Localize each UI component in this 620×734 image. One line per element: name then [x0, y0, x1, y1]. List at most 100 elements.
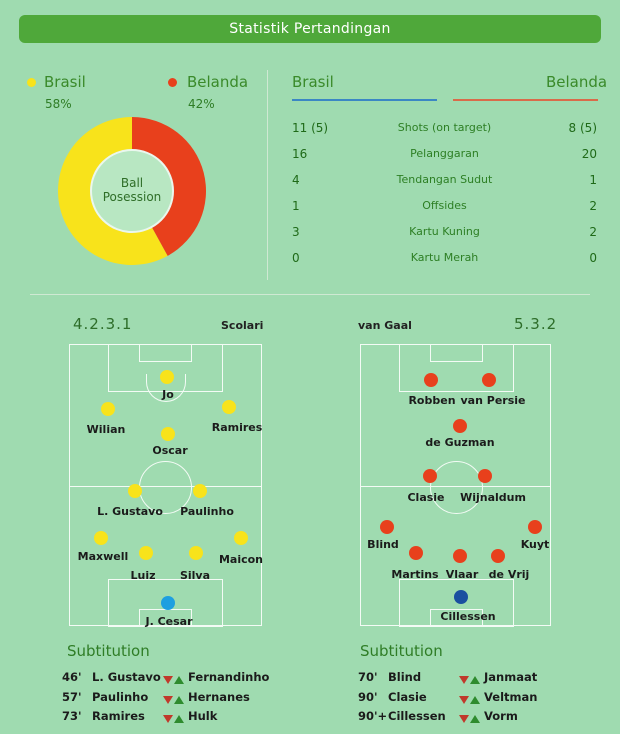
away-coach: van Gaal: [358, 319, 412, 332]
donut-label-text: Ball Posession: [102, 176, 162, 204]
home-player-marker: [161, 427, 175, 441]
sub-minute: 73': [62, 709, 82, 723]
away-player-name: de Vrij: [488, 568, 530, 581]
stat-label: Kartu Kuning: [409, 225, 480, 238]
stat-label: Pelanggaran: [410, 147, 479, 160]
page-title: Statistik Pertandingan: [19, 15, 601, 43]
sub-arrows: [459, 673, 480, 687]
sub-arrows: [459, 712, 480, 726]
home-player-marker: [160, 370, 174, 384]
away-underline: [453, 99, 598, 101]
belanda-color-dot: [168, 78, 177, 87]
sub-minute: 57': [62, 690, 82, 704]
home-player-name: Oscar: [152, 444, 188, 457]
home-player-name: Ramires: [211, 421, 263, 434]
stat-label: Shots (on target): [397, 121, 492, 134]
away-player-marker: [409, 546, 423, 560]
away-player-marker: [491, 549, 505, 563]
stat-label: Offsides: [422, 199, 467, 212]
sub-arrows: [459, 693, 480, 707]
sub-out-icon: [163, 696, 173, 704]
sub-in-icon: [174, 715, 184, 723]
section-divider-horizontal: [30, 294, 590, 295]
stat-label: Tendangan Sudut: [396, 173, 493, 186]
home-player-name: J. Cesar: [145, 615, 193, 628]
home-goalkeeper-marker: [161, 596, 175, 610]
home-player-marker: [193, 484, 207, 498]
sub-arrows: [163, 673, 184, 687]
section-divider-vertical: [267, 70, 268, 280]
home-team-name: Brasil: [44, 73, 86, 91]
substitution-row: 90' Clasie Veltman: [358, 690, 598, 706]
stat-away-value: 2: [589, 199, 597, 213]
sub-out-icon: [163, 676, 173, 684]
stat-home-value: 3: [292, 225, 300, 239]
home-player-marker: [139, 546, 153, 560]
player-out: Paulinho: [92, 690, 149, 704]
home-player-marker: [128, 484, 142, 498]
stat-row: 11 (5) Shots (on target) 8 (5): [292, 121, 597, 137]
stat-home-value: 4: [292, 173, 300, 187]
stat-row: 16 Pelanggaran 20: [292, 147, 597, 163]
away-player-name: Martins: [391, 568, 439, 581]
stat-row: 0 Kartu Merah 0: [292, 251, 597, 267]
brasil-color-dot: [27, 78, 36, 87]
player-in: Hulk: [188, 709, 218, 723]
away-player-name: van Persie: [460, 394, 526, 407]
sub-in-icon: [470, 715, 480, 723]
sub-in-icon: [174, 676, 184, 684]
home-underline: [292, 99, 437, 101]
stat-away-value: 2: [589, 225, 597, 239]
home-substitution-title: Subtitution: [67, 642, 150, 660]
away-possession: 42%: [188, 97, 215, 111]
away-player-marker: [424, 373, 438, 387]
home-player-marker: [101, 402, 115, 416]
away-team-name: Belanda: [187, 73, 249, 91]
away-player-name: Cillessen: [440, 610, 496, 623]
sub-out-icon: [163, 715, 173, 723]
sub-minute: 70': [358, 670, 378, 684]
home-player-marker: [234, 531, 248, 545]
stat-away-value: 20: [581, 147, 597, 161]
home-player-name: Maicon: [218, 553, 264, 566]
home-player-name: Silva: [179, 569, 211, 582]
stats-away-header: Belanda: [546, 73, 608, 91]
substitution-row: 90'+ Cillessen Vorm: [358, 709, 598, 725]
home-player-marker: [94, 531, 108, 545]
sub-arrows: [163, 693, 184, 707]
away-player-marker: [423, 469, 437, 483]
home-formation: 4.2.3.1: [73, 315, 133, 333]
stat-row: 4 Tendangan Sudut 1: [292, 173, 597, 189]
home-possession: 58%: [45, 97, 72, 111]
stat-away-value: 8 (5): [568, 121, 597, 135]
stat-away-value: 0: [589, 251, 597, 265]
away-player-name: Wijnaldum: [460, 491, 526, 504]
sub-in-icon: [470, 696, 480, 704]
player-out: L. Gustavo: [92, 670, 161, 684]
player-out: Ramires: [92, 709, 145, 723]
away-player-marker: [482, 373, 496, 387]
away-player-name: Clasie: [407, 491, 445, 504]
home-player-name: Wilian: [86, 423, 126, 436]
possession-donut-chart: [58, 117, 206, 265]
stat-home-value: 16: [292, 147, 308, 161]
sub-minute: 46': [62, 670, 82, 684]
sub-arrows: [163, 712, 184, 726]
away-pitch: [360, 344, 551, 627]
player-in: Janmaat: [484, 670, 538, 684]
player-in: Fernandinho: [188, 670, 270, 684]
away-player-marker: [380, 520, 394, 534]
player-in: Veltman: [484, 690, 538, 704]
player-in: Hernanes: [188, 690, 250, 704]
stat-away-value: 1: [589, 173, 597, 187]
sub-out-icon: [459, 676, 469, 684]
away-formation: 5.3.2: [514, 315, 558, 333]
away-player-marker: [528, 520, 542, 534]
player-in: Vorm: [484, 709, 518, 723]
sub-in-icon: [470, 676, 480, 684]
away-player-name: Kuyt: [520, 538, 550, 551]
away-player-marker: [453, 549, 467, 563]
sub-minute: 90': [358, 690, 378, 704]
home-coach: Scolari: [221, 319, 264, 332]
away-player-marker: [453, 419, 467, 433]
